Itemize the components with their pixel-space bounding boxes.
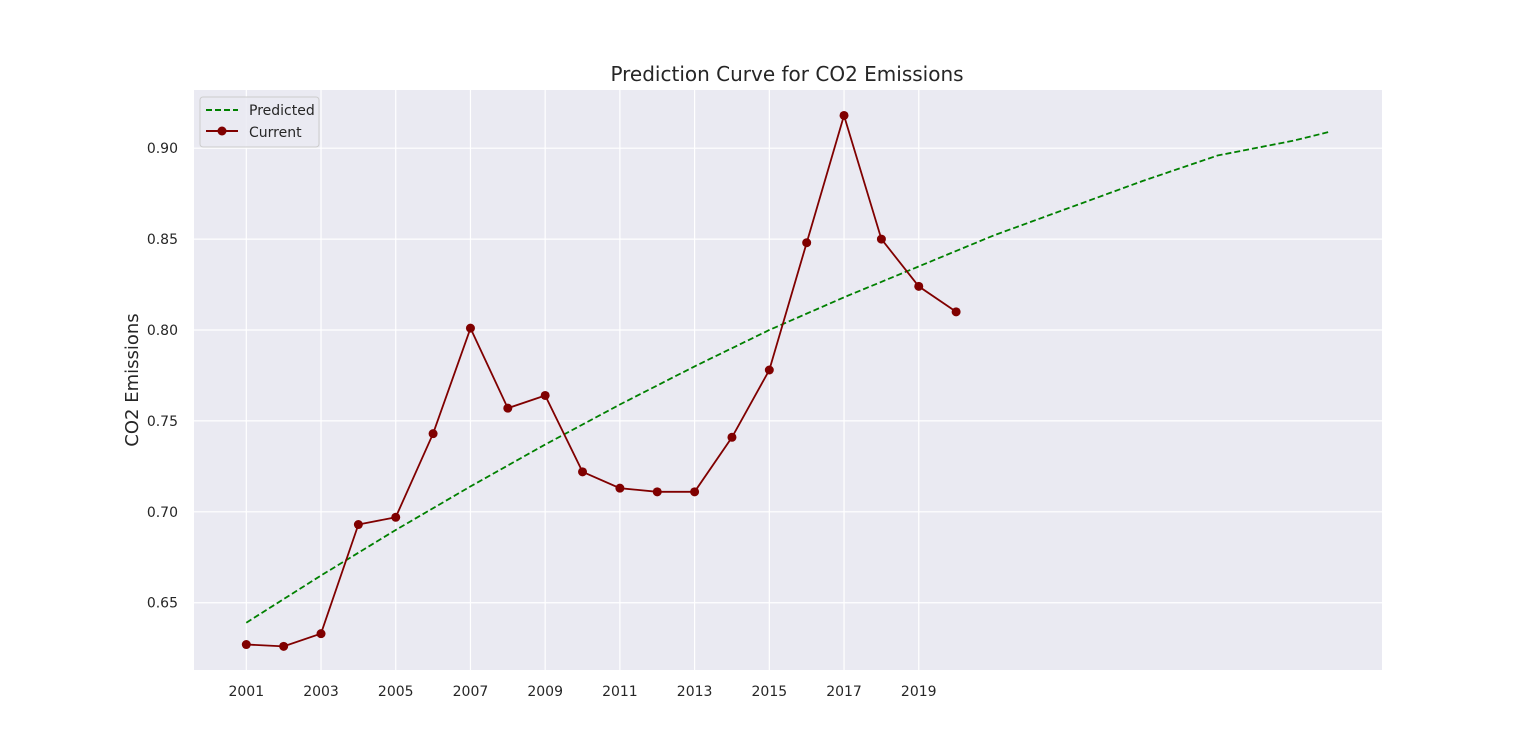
data-point-current: [279, 641, 289, 651]
x-tick-label: 2007: [453, 684, 489, 700]
data-point-current: [690, 487, 700, 497]
data-point-current: [316, 629, 326, 639]
x-tick-label: 2003: [303, 684, 339, 700]
data-point-current: [914, 281, 924, 291]
data-point-current: [578, 467, 588, 477]
grid: [194, 90, 1382, 670]
y-tick-label: 0.65: [147, 596, 178, 612]
chart-title: Prediction Curve for CO2 Emissions: [610, 62, 963, 86]
series-line-predicted: [245, 130, 1330, 624]
y-axis: 0.65 0.70 0.75 0.80 0.85 0.90: [147, 141, 178, 612]
x-tick-label: 2009: [527, 684, 563, 700]
data-point-current: [391, 512, 401, 522]
data-point-current: [615, 483, 625, 493]
data-point-current: [802, 238, 812, 248]
data-point-current: [428, 429, 438, 439]
data-point-current: [540, 390, 550, 400]
data-point-current: [503, 403, 513, 413]
x-axis: 2001 2003 2005 2007 2009 2011 2013 2015 2017 2019: [228, 684, 936, 700]
legend-label-predicted: Predicted: [249, 103, 315, 119]
series-line-current: [246, 112, 957, 648]
y-axis-label: CO2 Emissions: [122, 313, 143, 446]
y-tick-label: 0.70: [147, 505, 178, 521]
data-point-current: [241, 640, 251, 650]
x-tick-label: 2011: [602, 684, 638, 700]
x-tick-label: 2001: [228, 684, 264, 700]
y-tick-label: 0.90: [147, 141, 178, 157]
series-layer: [241, 110, 1330, 651]
data-point-current: [764, 365, 774, 375]
data-point-current: [876, 234, 886, 244]
plot-area: [194, 90, 1382, 670]
x-tick-label: 2015: [752, 684, 788, 700]
data-point-current: [727, 432, 737, 442]
data-point-current: [839, 110, 849, 120]
x-tick-label: 2017: [826, 684, 862, 700]
y-tick-label: 0.80: [147, 323, 178, 339]
y-tick-label: 0.75: [147, 414, 178, 430]
legend-label-current: Current: [249, 125, 302, 141]
y-tick-label: 0.85: [147, 232, 178, 248]
data-point-current: [951, 307, 961, 317]
x-tick-label: 2019: [901, 684, 937, 700]
data-point-current: [652, 487, 662, 497]
legend-marker-current: [217, 126, 227, 136]
legend: Predicted Current: [199, 96, 320, 148]
data-point-current: [353, 520, 363, 530]
x-tick-label: 2013: [677, 684, 713, 700]
x-tick-label: 2005: [378, 684, 414, 700]
data-point-current: [465, 323, 475, 333]
